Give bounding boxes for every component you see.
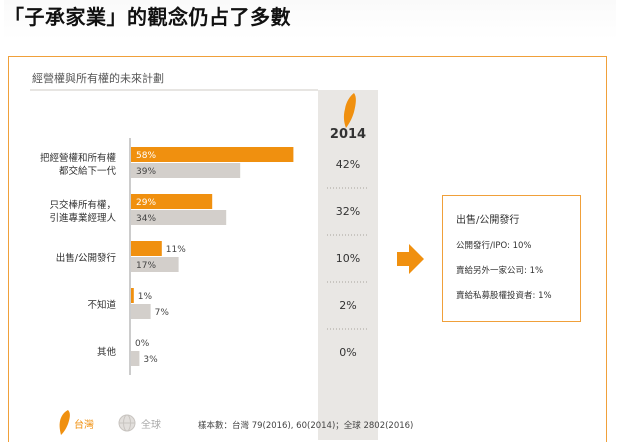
category-label-0-1: 都交給下一代 xyxy=(59,165,117,177)
bar-label-taiwan-4: 0% xyxy=(135,339,150,349)
column-2014-value-2: 10% xyxy=(336,252,360,265)
column-2014-value-1: 32% xyxy=(336,205,360,218)
bar-global-4 xyxy=(131,351,140,366)
column-2014-header: 2014 xyxy=(330,127,366,142)
bar-taiwan-1 xyxy=(131,194,213,209)
legend-global-label: 全球 xyxy=(141,418,161,431)
panel-title: 經營權與所有權的未來計劃 xyxy=(32,71,164,85)
bar-global-3 xyxy=(131,304,151,319)
bar-label-taiwan-2: 11% xyxy=(166,245,186,255)
bar-global-1 xyxy=(131,210,227,225)
category-label-3-0: 不知道 xyxy=(87,299,116,311)
bar-label-taiwan-1: 29% xyxy=(136,198,156,208)
legend-taiwan-label: 台灣 xyxy=(74,418,94,431)
bar-label-global-4: 3% xyxy=(143,355,158,365)
category-label-1-1: 引進專業經理人 xyxy=(49,212,116,224)
arrow-right-icon xyxy=(397,244,424,274)
column-2014-values: 42% 32% 10% 2% 0% xyxy=(327,158,369,359)
column-2014-bg xyxy=(318,90,378,440)
category-label-1-0: 只交棒所有權， xyxy=(49,199,116,211)
detail-item-ipo: 公開發行/IPO: 10% xyxy=(456,240,532,251)
bar-label-taiwan-0: 58% xyxy=(136,151,156,161)
taiwan-map-icon xyxy=(343,93,356,128)
detail-box-title: 出售/公開發行 xyxy=(456,213,519,226)
detail-item-company: 賣給另外一家公司: 1% xyxy=(456,265,543,276)
detail-item-private-equity: 賣給私募股權投資者: 1% xyxy=(456,290,552,301)
globe-icon xyxy=(118,414,136,432)
category-label-2-0: 出售/公開發行 xyxy=(56,252,117,264)
bar-label-global-2: 17% xyxy=(136,261,156,271)
column-2014-value-3: 2% xyxy=(339,299,356,312)
sample-note: 樣本數：台灣 79(2016), 60(2014)；全球 2802(2016) xyxy=(198,420,413,431)
category-label-4-0: 其他 xyxy=(97,346,117,358)
legend-taiwan-icon xyxy=(59,410,70,435)
bar-taiwan-0 xyxy=(131,147,294,162)
bar-label-global-0: 39% xyxy=(136,167,156,177)
bar-series: 58% 39% 29% 34% 11% 17% 1%7% 0% 3% xyxy=(131,147,294,366)
bar-label-taiwan-3: 1% xyxy=(138,292,153,302)
bar-label-global-1: 34% xyxy=(136,214,156,224)
bar-label-global-3: 7% xyxy=(155,308,170,318)
category-label-0-0: 把經營權和所有權 xyxy=(40,152,117,164)
page-title: 「子承家業」的觀念仍占了多數 xyxy=(4,0,616,40)
column-2014-value-0: 42% xyxy=(336,158,360,171)
bar-taiwan-3 xyxy=(131,288,134,303)
detail-box xyxy=(442,195,581,322)
column-2014-value-4: 0% xyxy=(339,346,356,359)
bar-global-0 xyxy=(131,163,241,178)
bar-global-2 xyxy=(131,257,179,272)
bar-taiwan-2 xyxy=(131,241,162,256)
